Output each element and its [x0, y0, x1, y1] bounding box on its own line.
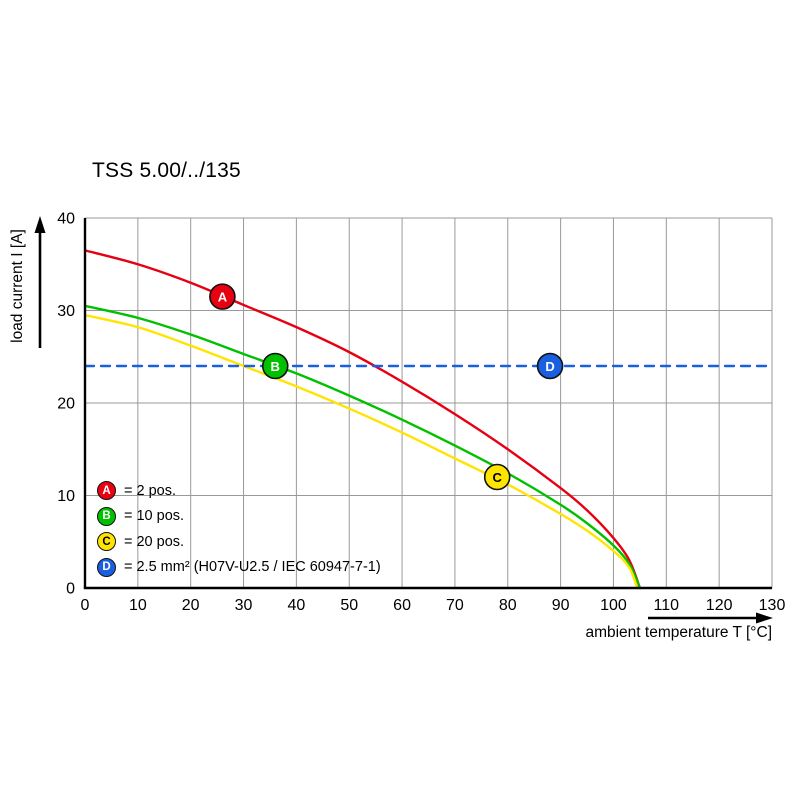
legend-item-D: D = 2.5 mm² (H07V-U2.5 / IEC 60947-7-1) [97, 555, 381, 581]
legend-label-D: = 2.5 mm² (H07V-U2.5 / IEC 60947-7-1) [124, 559, 381, 576]
curve-C [83, 313, 639, 590]
legend-badge-A: A [97, 481, 116, 501]
y-tick-label: 30 [57, 303, 75, 320]
x-tick-label: 50 [340, 597, 358, 614]
legend-item-B: B = 10 pos. [97, 504, 381, 530]
chart-title: TSS 5.00/../135 [92, 159, 241, 182]
marker-label-A: A [218, 289, 228, 304]
marker-D [536, 352, 564, 380]
x-tick-label: 60 [393, 597, 411, 614]
marker-label-B: B [271, 359, 280, 374]
y-axis-label: load current I [A] [9, 229, 26, 343]
curve-A [83, 249, 642, 590]
legend: A = 2 pos. B = 10 pos. C = 20 pos. D = 2.5 mm² … [97, 478, 381, 580]
y-tick-label: 10 [57, 488, 75, 505]
legend-badge-C: C [97, 532, 116, 552]
x-tick-label: 120 [706, 597, 733, 614]
x-tick-label: 40 [287, 597, 305, 614]
legend-item-C: C = 20 pos. [97, 529, 381, 555]
x-axis-arrow-head [756, 612, 773, 624]
x-tick-label: 10 [129, 597, 147, 614]
x-tick-label: 90 [552, 597, 570, 614]
x-axis-label: ambient temperature T [°C] [585, 624, 772, 641]
x-tick-label: 130 [759, 597, 786, 614]
legend-label-B: = 10 pos. [124, 508, 185, 525]
x-tick-label: 30 [235, 597, 253, 614]
curve-B [83, 304, 642, 590]
legend-label-C: = 20 pos. [124, 533, 185, 550]
marker-B [261, 352, 289, 380]
x-tick-label: 20 [182, 597, 200, 614]
y-tick-label: 40 [57, 211, 75, 228]
marker-C [483, 463, 511, 491]
legend-badge-B: B [97, 506, 116, 526]
x-tick-label: 100 [600, 597, 627, 614]
y-axis-arrow-head [34, 216, 46, 233]
marker-label-D: D [545, 359, 554, 374]
marker-label-C: C [493, 470, 503, 485]
x-tick-label: 110 [654, 597, 680, 614]
marker-A [209, 283, 236, 310]
legend-label-A: = 2 pos. [124, 482, 176, 499]
legend-badge-D: D [97, 557, 116, 577]
x-tick-label: 70 [446, 597, 464, 614]
y-tick-label: 20 [57, 396, 75, 413]
x-tick-label: 80 [499, 597, 517, 614]
y-tick-label: 0 [66, 581, 75, 598]
x-tick-label: 0 [81, 597, 90, 614]
legend-item-A: A = 2 pos. [97, 478, 381, 504]
